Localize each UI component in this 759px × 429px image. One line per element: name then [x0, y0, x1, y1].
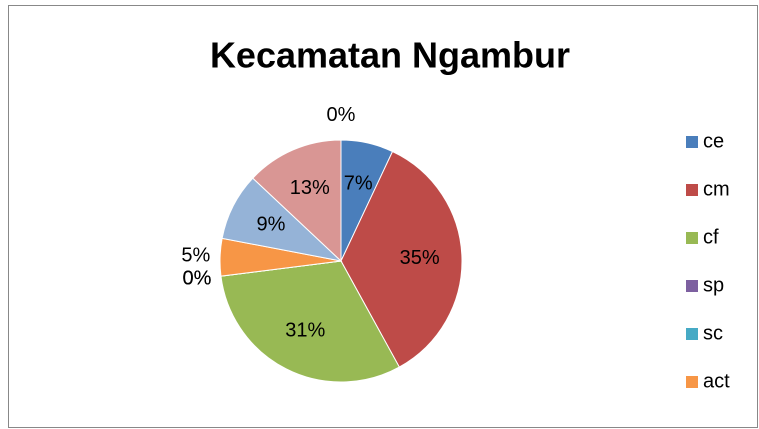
data-label: 9% — [256, 214, 285, 236]
data-label: 7% — [344, 173, 373, 195]
legend-swatch — [686, 328, 698, 340]
pie-slice — [220, 260, 400, 383]
legend-swatch — [686, 376, 698, 388]
chart-title: Kecamatan Ngambur — [210, 35, 570, 76]
legend-swatch — [686, 184, 698, 196]
legend-label: cf — [703, 226, 719, 248]
data-label: 0% — [182, 267, 211, 289]
data-label: 0% — [327, 104, 356, 126]
data-label: 0% — [182, 267, 211, 289]
legend-swatch — [686, 136, 698, 148]
legend-label: sp — [703, 274, 724, 296]
data-label: 35% — [400, 247, 440, 269]
legend-label: sc — [703, 322, 723, 344]
pie-slice — [340, 150, 463, 368]
legend-label: act — [703, 370, 730, 392]
data-label: 13% — [290, 177, 330, 199]
data-label: 5% — [181, 245, 210, 267]
legend-swatch — [686, 280, 698, 292]
legend-swatch — [686, 232, 698, 244]
data-label: 31% — [285, 319, 325, 341]
legend-label: ce — [703, 130, 724, 152]
legend-label: cm — [703, 178, 730, 200]
pie-slice — [252, 139, 342, 263]
